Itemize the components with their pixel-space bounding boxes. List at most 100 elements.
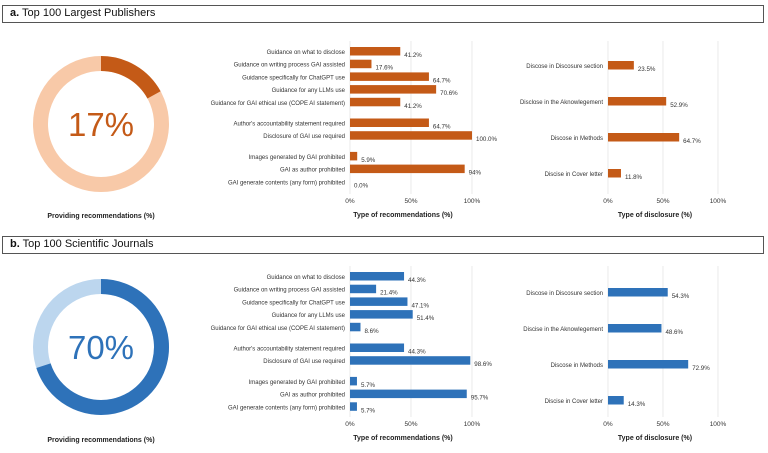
recommendation-value-label: 41.2% [404,52,422,59]
recommendation-value-label: 98.6% [474,361,492,368]
donut-caption: Providing recommendations (%) [47,213,154,220]
recommendation-bar [350,376,357,386]
recommendation-bar [350,310,413,319]
disclosure-value-label: 72.9% [692,365,710,372]
disclosure-category-label: Discose in Discosure section [526,64,603,70]
recommendation-bar [350,47,401,56]
recommendation-category-label: Images generated by GAI prohibited [249,155,345,161]
recommendation-category-label: GAI as author prohibited [280,168,345,174]
recommendation-category-label: Disclosure of GAI use required [263,359,345,365]
disclosure-category-label: Discose in Discosure section [526,291,603,297]
recommendations-axis-title: Type of recommendations (%) [353,435,452,442]
disclosure-bar [608,133,680,142]
recommendation-category-label: Guidance on what to disclose [267,275,346,281]
recommendation-category-label: Images generated by GAI prohibited [249,380,345,386]
panel-b-charts: 70% Providing recommendations (%) 0% 50% 100… [33,266,727,444]
donut-caption: Providing recommendations (%) [47,437,154,444]
recommendation-value-label: 0.0% [354,182,369,189]
recommendation-value-label: 51.4% [417,315,435,322]
recommendation-value-label: 21.4% [380,290,398,297]
disclosure-tick-label: 0% [603,421,613,428]
donut-value-arc [100,56,161,99]
recommendations-tick-label: 50% [404,198,417,205]
disclosure-bar [608,61,634,70]
disclosure-value-label: 48.6% [665,329,683,336]
recommendation-category-label: Author's accountability statement requir… [233,122,345,128]
disclosure-value-label: 11.8% [625,174,643,181]
recommendation-bar [350,85,437,94]
recommendation-value-label: 64.7% [433,124,451,131]
disclosure-bar [608,360,689,369]
disclosure-axis-title: Type of disclosure (%) [618,212,692,219]
recommendation-category-label: GAI generate contents (any form) prohibi… [228,180,345,186]
panel-b-tag: b. [10,238,20,250]
disclosure-bar [608,324,662,333]
disclosure-category-label: Discise in Cover letter [545,172,603,178]
disclosure-axis-title: Type of disclosure (%) [618,435,692,442]
disclosure-bar [608,396,624,405]
panel-a-charts: 17% Providing recommendations (%) 0% 50% 100… [33,41,727,220]
disclosure-tick-label: 100% [710,421,727,428]
recommendation-value-label: 95.7% [471,395,489,402]
donut-percent-label: 17% [68,106,134,143]
recommendation-bar [350,97,401,107]
donut-value-arc [36,279,169,415]
disclosure-tick-label: 50% [656,198,669,205]
panel-a-title: Top 100 Largest Publishers [22,7,156,19]
recommendation-value-label: 5.9% [361,157,376,164]
recommendation-value-label: 70.6% [440,90,458,97]
recommendation-value-label: 5.7% [361,407,376,414]
recommendation-value-label: 8.6% [364,328,379,335]
recommendations-tick-label: 0% [345,421,355,428]
disclosure-value-label: 64.7% [683,138,701,145]
disclosure-category-label: Discise in Cover letter [545,399,603,405]
disclosure-bar [608,169,621,178]
donut-percent-label: 70% [68,329,134,366]
recommendation-category-label: Disclosure of GAI use required [263,134,345,140]
recommendation-category-label: Author's accountability statement requir… [233,347,345,353]
recommendations-tick-label: 100% [464,198,481,205]
disclosure-category-label: Discose in Methods [551,136,603,142]
disclosure-value-label: 23.5% [638,66,656,73]
recommendation-bar [350,343,405,352]
disclosure-tick-label: 50% [656,421,669,428]
recommendation-bar [350,164,465,174]
recommendation-category-label: Guidance specifically for ChatGPT use [242,300,346,306]
recommendation-category-label: GAI as author prohibited [280,393,345,399]
panel-a-tag: a. [10,7,20,19]
recommendations-tick-label: 50% [404,421,417,428]
disclosure-value-label: 54.3% [672,293,690,300]
recommendation-value-label: 64.7% [433,77,451,84]
recommendation-category-label: Guidance on what to disclose [267,50,346,56]
recommendation-bar [350,59,372,69]
recommendation-category-label: GAI generate contents (any form) prohibi… [228,405,345,411]
disclosure-category-label: Disclose in the Aknowlegement [520,100,603,106]
recommendation-value-label: 41.2% [404,103,422,110]
recommendation-bar [350,151,358,161]
disclosure-bar [608,288,668,297]
recommendation-bar [350,131,472,140]
recommendation-bar [350,389,467,399]
recommendation-value-label: 47.1% [411,302,429,309]
recommendation-bar [350,322,361,332]
recommendation-bar [350,297,408,306]
recommendation-value-label: 44.3% [408,277,426,284]
recommendation-value-label: 17.6% [375,65,393,72]
recommendation-category-label: Guidance for any LLMs use [272,313,346,319]
recommendation-category-label: Guidance specifically for ChatGPT use [242,75,346,81]
recommendation-category-label: Guidance on writing process GAI assisted [234,63,345,69]
disclosure-tick-label: 100% [710,198,727,205]
recommendation-bar [350,118,429,127]
recommendations-axis-title: Type of recommendations (%) [353,212,452,219]
disclosure-tick-label: 0% [603,198,613,205]
recommendation-value-label: 94% [469,170,482,177]
recommendation-bar [350,72,429,81]
recommendation-bar [350,272,405,281]
disclosure-value-label: 52.9% [670,102,688,109]
disclosure-bar [608,97,667,106]
panel-a-header: a. Top 100 Largest Publishers [2,5,764,23]
recommendation-category-label: Guidance for GAI ethical use (COPE AI st… [211,101,345,107]
recommendation-bar [350,402,357,411]
recommendation-value-label: 100.0% [476,136,497,143]
recommendations-tick-label: 100% [464,421,481,428]
